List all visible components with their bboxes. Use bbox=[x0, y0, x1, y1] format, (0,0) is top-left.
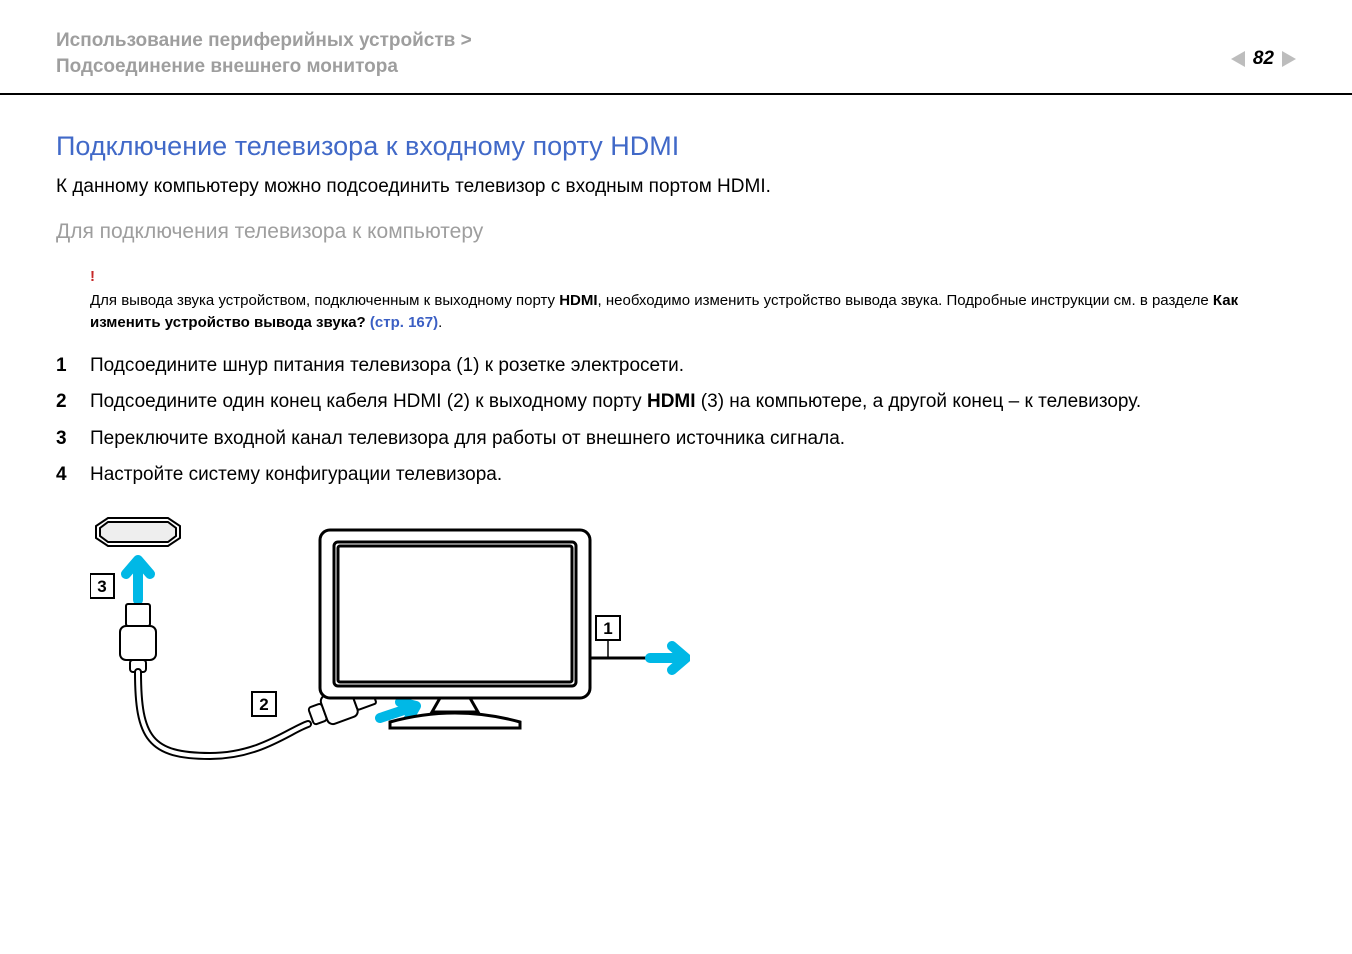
note-text-2: , необходимо изменить устройство вывода … bbox=[598, 292, 1213, 309]
next-page-icon[interactable] bbox=[1282, 51, 1296, 67]
callout-2: 2 bbox=[252, 692, 276, 716]
page-header: Использование периферийных устройств > П… bbox=[0, 0, 1352, 93]
subheading: Для подключения телевизора к компьютеру bbox=[56, 220, 1296, 244]
breadcrumb-line2: Подсоединение внешнего монитора bbox=[56, 56, 398, 77]
step-num: 2 bbox=[56, 388, 90, 417]
prev-page-icon[interactable] bbox=[1231, 51, 1245, 67]
breadcrumb-line1: Использование периферийных устройств > bbox=[56, 30, 472, 51]
note-text-3: . bbox=[438, 314, 442, 331]
step-text: Переключите входной канал телевизора для… bbox=[90, 425, 1296, 454]
note-bold-1: HDMI bbox=[559, 292, 597, 309]
note-link[interactable]: (стр. 167) bbox=[370, 314, 438, 331]
step-text: Подсоедините шнур питания телевизора (1)… bbox=[90, 352, 1296, 381]
svg-text:2: 2 bbox=[259, 695, 268, 714]
note-text-1: Для вывода звука устройством, подключенн… bbox=[90, 292, 559, 309]
connection-diagram: 3 2 1 bbox=[90, 508, 1296, 778]
step-3: 3 Переключите входной канал телевизора д… bbox=[56, 425, 1296, 454]
step-text: Настройте систему конфигурации телевизор… bbox=[90, 461, 1296, 490]
page-title: Подключение телевизора к входному порту … bbox=[56, 131, 1296, 162]
step-num: 1 bbox=[56, 352, 90, 381]
step-2: 2 Подсоедините один конец кабеля HDMI (2… bbox=[56, 388, 1296, 417]
diagram-svg: 3 2 1 bbox=[90, 508, 690, 778]
page-number: 82 bbox=[1253, 48, 1274, 70]
hdmi-cable-icon bbox=[138, 672, 308, 756]
step-text: Подсоедините один конец кабеля HDMI (2) … bbox=[90, 388, 1296, 417]
arrow-power-icon bbox=[650, 646, 686, 670]
intro-text: К данному компьютеру можно подсоединить … bbox=[56, 176, 1296, 198]
warning-icon: ! bbox=[90, 266, 1296, 288]
warning-note: ! Для вывода звука устройством, подключе… bbox=[90, 266, 1296, 333]
hdmi-connector-top-icon bbox=[120, 604, 156, 672]
page-content: Подключение телевизора к входному порту … bbox=[0, 95, 1352, 777]
callout-1: 1 bbox=[596, 616, 620, 658]
steps-list: 1 Подсоедините шнур питания телевизора (… bbox=[56, 352, 1296, 490]
callout-3: 3 bbox=[90, 574, 114, 598]
breadcrumb: Использование периферийных устройств > П… bbox=[56, 28, 1296, 79]
svg-text:1: 1 bbox=[603, 619, 612, 638]
hdmi-port-icon bbox=[96, 518, 180, 546]
step-1: 1 Подсоедините шнур питания телевизора (… bbox=[56, 352, 1296, 381]
arrow-up-icon bbox=[126, 560, 150, 600]
pager: 82 bbox=[1231, 48, 1296, 70]
step-num: 3 bbox=[56, 425, 90, 454]
tv-icon bbox=[320, 530, 590, 728]
step-num: 4 bbox=[56, 461, 90, 490]
step-4: 4 Настройте систему конфигурации телевиз… bbox=[56, 461, 1296, 490]
svg-text:3: 3 bbox=[97, 577, 106, 596]
